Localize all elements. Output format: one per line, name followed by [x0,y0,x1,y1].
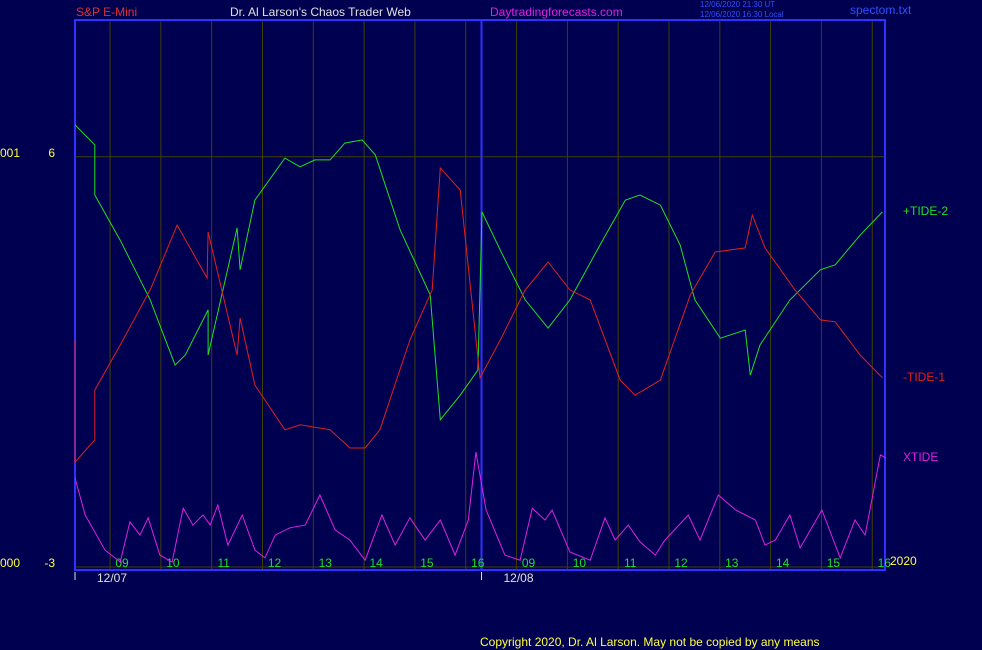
copyright: Copyright 2020, Dr. Al Larson. May not b… [480,635,820,649]
series-label: +TIDE-2 [903,204,948,218]
x-tick-label: 13 [319,556,333,570]
day-label: 12/08 [504,571,534,585]
year-label: 2020 [890,554,917,568]
symbol: S&P E-Mini [76,5,137,19]
x-tick-label: 12 [674,556,688,570]
series-label: XTIDE [903,450,938,464]
y-tick-label: 6 [48,146,55,160]
x-tick-label: 15 [420,556,434,570]
x-tick-label: 14 [369,556,383,570]
x-tick-label: 10 [166,556,180,570]
x-tick-label: 16 [471,556,485,570]
x-tick-label: 09 [522,556,536,570]
x-tick-label: 13 [725,556,739,570]
x-tick-label: 12 [268,556,282,570]
x-tick-label: 11 [624,556,637,570]
x-tick-label: 16 [878,556,892,570]
x-tick-label: 14 [776,556,790,570]
series-line [74,452,887,563]
x-tick-label: 10 [573,556,587,570]
x-tick-label: 15 [827,556,841,570]
y-tick-label: -3 [44,556,55,570]
x-tick-label: 09 [115,556,129,570]
x-tick-label: 11 [217,556,230,570]
y-side-label: 001 [0,146,20,160]
y-side-label: 000 [0,556,20,570]
series-line [74,166,883,464]
series-line [74,124,883,422]
site-title: Dr. Al Larson's Chaos Trader Web [230,5,411,19]
time-ut: 12/06/2020 21:30 UT [700,0,775,9]
site-url: Daytradingforecasts.com [490,5,623,19]
time-local: 12/06/2020 16:30 Local [700,10,784,19]
series-label: -TIDE-1 [903,370,945,384]
day-label: 12/07 [97,571,127,585]
file-name: spectom.txt [850,3,912,17]
